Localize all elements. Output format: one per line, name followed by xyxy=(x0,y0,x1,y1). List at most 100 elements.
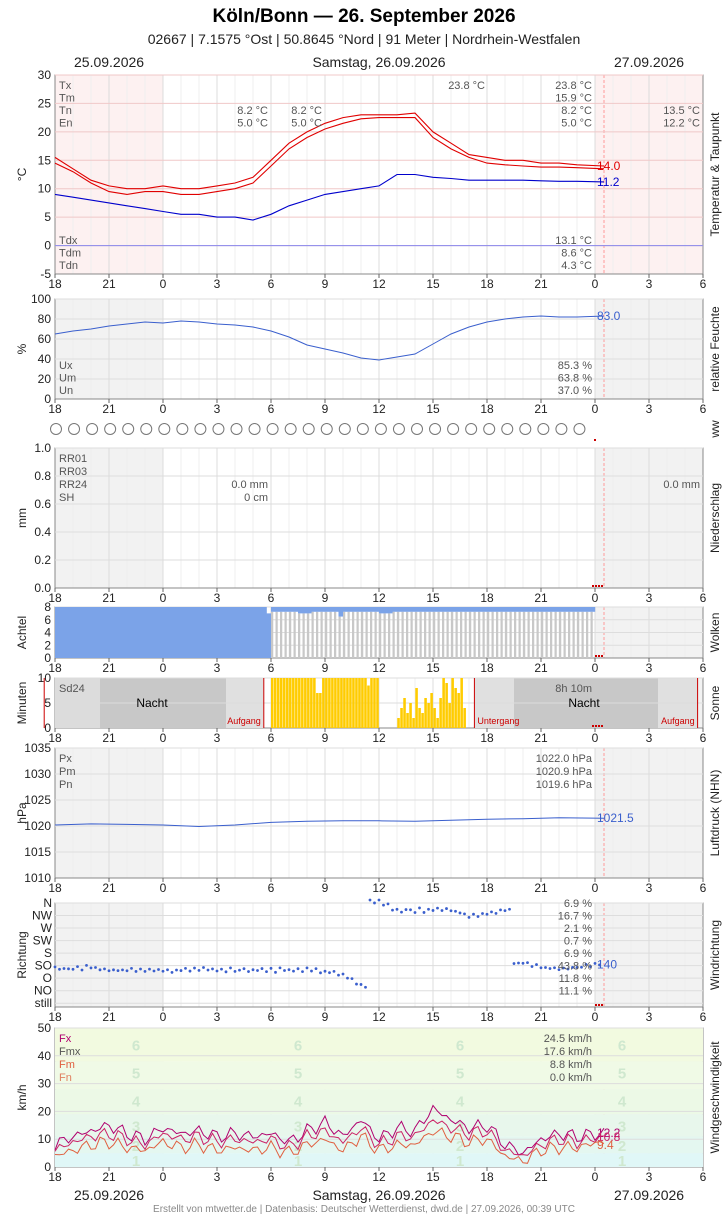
cloud-bar-thin xyxy=(424,611,427,658)
cloud-bar-thin xyxy=(509,611,512,658)
cloud-top-gap xyxy=(460,607,465,612)
wind-speed-stat-key: Fmx xyxy=(59,1046,81,1058)
wind_speed-xtick-label: 21 xyxy=(534,1170,548,1184)
cloud-top-gap xyxy=(514,607,519,612)
cloud-top-gap xyxy=(478,607,483,612)
cloud-bar xyxy=(127,607,132,658)
cloud-bar xyxy=(167,607,173,658)
beaufort-band xyxy=(55,1028,703,1062)
wind-direction-now-mark xyxy=(601,1004,603,1006)
wind-direction-point xyxy=(278,966,282,970)
wind_direction-side-label: Windrichtung xyxy=(708,920,722,990)
wind-direction-point xyxy=(454,909,457,913)
pressure-xtick-label: 9 xyxy=(322,881,329,895)
humidity-xtick-label: 18 xyxy=(480,402,494,416)
sunshine-bar xyxy=(304,678,307,728)
cloud-top-gap xyxy=(509,607,515,612)
beaufort-label: 4 xyxy=(456,1093,465,1110)
temperature-stat-next: 12.2 °C xyxy=(663,118,700,130)
precipitation-ytick-label: 1.0 xyxy=(34,441,51,455)
sunshine-ytick-label: 5 xyxy=(44,696,51,710)
precipitation-ytick-label: 0.8 xyxy=(34,469,51,483)
sunshine-bar xyxy=(355,678,358,728)
cloud-bar-thin xyxy=(491,611,494,658)
cloud-top-gap xyxy=(320,607,326,612)
cloud-bar xyxy=(136,607,141,658)
beaufort-band xyxy=(55,1114,703,1137)
humidity-xtick-label: 12 xyxy=(372,402,386,416)
temperature-ytick-label: 20 xyxy=(38,125,52,139)
temperature-series-line xyxy=(54,112,605,190)
ww-weather-symbol xyxy=(356,423,369,435)
wind-direction-point xyxy=(80,968,84,972)
clouds-xtick-label: 18 xyxy=(48,661,62,675)
wind-direction-point xyxy=(265,970,268,974)
cloud-top-gap xyxy=(410,607,416,612)
pressure-xtick-label: 6 xyxy=(268,881,275,895)
cloud-bar-thin xyxy=(451,611,454,658)
sunshine-bar xyxy=(274,678,277,728)
temperature-max-label: 23.8 °C xyxy=(448,80,485,92)
cloud-bar-thin xyxy=(464,611,467,658)
humidity-xtick-label: 9 xyxy=(322,402,329,416)
cloud-bar-thin xyxy=(527,611,530,658)
wind-direction-point xyxy=(238,968,241,972)
cloud-bar xyxy=(208,607,213,658)
wind-direction-point xyxy=(436,906,439,910)
clouds-xtick-label: 6 xyxy=(268,661,275,675)
beaufort-label: 4 xyxy=(618,1093,627,1110)
cloud-bar-thin xyxy=(406,611,409,658)
temperature-stat-prev: 5.0 °C xyxy=(237,118,268,130)
clouds-ytick-label: 2 xyxy=(44,638,51,652)
temperature-stat-value: 5.0 °C xyxy=(561,118,592,130)
sunshine-bar xyxy=(346,678,349,728)
humidity-xtick-label: 15 xyxy=(426,402,440,416)
ww-weather-symbol xyxy=(86,423,99,435)
wind_direction-xtick-label: 6 xyxy=(700,1010,707,1024)
wind-direction-point xyxy=(355,982,358,986)
pressure-stat-key: Pm xyxy=(59,766,76,778)
sunshine-xtick-label: 15 xyxy=(426,731,440,745)
wind-direction-point xyxy=(350,977,354,981)
cloud-bar xyxy=(122,607,128,658)
sunshine-bar xyxy=(364,678,367,728)
temperature-xtick-label: 9 xyxy=(322,277,329,291)
wind-direction-point xyxy=(202,966,205,969)
cloud-bar-thin xyxy=(559,611,562,658)
dewpoint-end-label: 11.2 xyxy=(597,175,620,189)
wind-direction-point xyxy=(310,969,313,973)
cloud-top-gap xyxy=(473,607,479,612)
sunshine-bar xyxy=(448,703,451,728)
wind-direction-stat-value: 6.9 % xyxy=(564,948,592,960)
wind_direction-xtick-label: 18 xyxy=(480,1010,494,1024)
cloud-bar-thin xyxy=(572,611,575,658)
wind-direction-point xyxy=(458,911,462,915)
cloud-top-gap xyxy=(563,607,569,612)
clouds-now-mark xyxy=(595,655,597,657)
cloud-bar-thin xyxy=(545,611,548,658)
sunshine-xtick-label: 9 xyxy=(322,731,329,745)
wind-direction-point xyxy=(220,967,223,971)
wind-direction-stat-value: 16.7 % xyxy=(558,911,592,923)
cloud-top-gap xyxy=(554,607,560,612)
ww-weather-symbol xyxy=(212,423,225,435)
wind-direction-point xyxy=(170,970,174,974)
cloud-top-gap xyxy=(365,607,371,612)
cloud-top-gap xyxy=(401,607,407,612)
wind-direction-point xyxy=(431,909,435,912)
cloud-bar-thin xyxy=(325,611,328,658)
dewpoint-stat-key: Tdm xyxy=(59,248,81,260)
temperature-stat-value: 23.8 °C xyxy=(555,80,592,92)
sunshine-now-mark xyxy=(595,725,597,727)
cloud-bar xyxy=(104,607,110,658)
wind-direction-point xyxy=(206,968,210,972)
clouds-xtick-label: 21 xyxy=(102,661,116,675)
cloud-bar xyxy=(73,607,78,658)
sunshine-xtick-label: 0 xyxy=(592,731,599,745)
precipitation-zero-mark xyxy=(595,585,597,587)
wind-direction-now-mark xyxy=(598,1004,600,1006)
station-info: 02667 | 7.1575 °Ost | 50.8645 °Nord | 91… xyxy=(147,31,581,47)
cloud-top-gap xyxy=(388,607,393,614)
temperature-ytick-label: 30 xyxy=(38,68,52,82)
precipitation-next-day-value: 0.0 mm xyxy=(663,479,700,491)
